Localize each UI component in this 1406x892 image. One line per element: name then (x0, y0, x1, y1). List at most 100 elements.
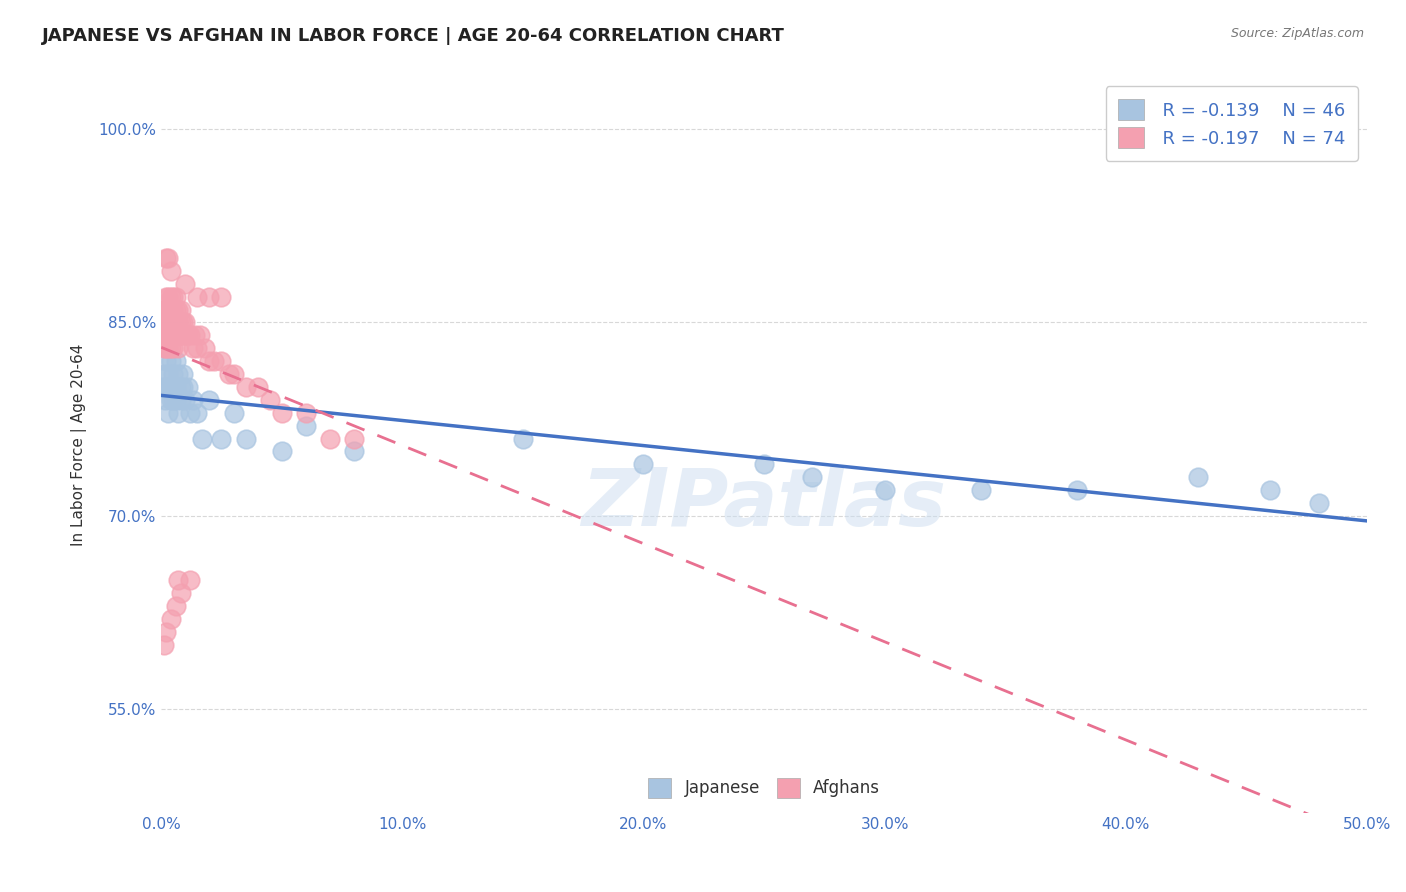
Point (155, 328, 177, 343)
Point (235, 380, 257, 394)
Point (181, 341, 204, 355)
Point (152, 367, 174, 381)
Point (259, 392, 281, 407)
Point (152, 638, 174, 652)
Point (179, 406, 201, 420)
Point (181, 392, 204, 407)
Point (172, 367, 194, 381)
Point (162, 328, 184, 343)
Point (152, 302, 174, 317)
Point (801, 470, 824, 484)
Point (169, 586, 191, 600)
Point (222, 367, 245, 381)
Point (211, 354, 233, 368)
Point (172, 328, 194, 343)
Point (162, 392, 184, 407)
Point (165, 599, 187, 614)
Point (165, 380, 187, 394)
Y-axis label: In Labor Force | Age 20-64: In Labor Force | Age 20-64 (72, 343, 87, 546)
Text: ZIPatlas: ZIPatlas (582, 465, 946, 543)
Point (160, 612, 183, 626)
Point (160, 392, 183, 407)
Point (191, 432, 214, 446)
Point (186, 406, 208, 420)
Point (194, 341, 217, 355)
Point (295, 418, 318, 433)
Point (169, 302, 191, 317)
Point (167, 574, 190, 588)
Point (160, 328, 183, 343)
Point (155, 251, 177, 265)
Text: JAPANESE VS AFGHAN IN LABOR FORCE | AGE 20-64 CORRELATION CHART: JAPANESE VS AFGHAN IN LABOR FORCE | AGE … (42, 27, 785, 45)
Point (157, 316, 180, 330)
Point (198, 392, 221, 407)
Point (153, 392, 176, 407)
Point (1260, 483, 1282, 497)
Point (165, 328, 187, 343)
Point (157, 251, 180, 265)
Point (165, 392, 187, 407)
Point (155, 302, 177, 317)
Point (162, 290, 184, 304)
Point (165, 302, 187, 317)
Point (202, 354, 225, 368)
Point (157, 341, 180, 355)
Point (211, 290, 233, 304)
Point (179, 574, 201, 588)
Point (873, 483, 896, 497)
Point (174, 316, 197, 330)
Point (172, 316, 194, 330)
Point (155, 380, 177, 394)
Point (165, 354, 187, 368)
Point (211, 432, 233, 446)
Point (157, 380, 180, 394)
Point (169, 328, 191, 343)
Point (152, 380, 174, 394)
Point (235, 432, 257, 446)
Point (198, 354, 221, 368)
Point (167, 367, 190, 381)
Point (167, 316, 190, 330)
Point (174, 392, 197, 407)
Point (162, 316, 184, 330)
Point (160, 354, 183, 368)
Point (157, 406, 180, 420)
Point (177, 328, 200, 343)
Point (184, 328, 207, 343)
Point (162, 302, 184, 317)
Point (155, 290, 177, 304)
Point (167, 328, 190, 343)
Point (177, 380, 200, 394)
Point (160, 302, 183, 317)
Point (165, 316, 187, 330)
Point (160, 290, 183, 304)
Point (174, 328, 197, 343)
Point (167, 406, 190, 420)
Point (157, 290, 180, 304)
Point (343, 444, 366, 458)
Point (174, 277, 197, 291)
Point (160, 380, 183, 394)
Point (157, 302, 180, 317)
Point (218, 367, 240, 381)
Point (512, 432, 534, 446)
Point (160, 316, 183, 330)
Point (162, 380, 184, 394)
Point (152, 328, 174, 343)
Point (152, 316, 174, 330)
Point (188, 328, 211, 343)
Point (150, 328, 173, 343)
Point (186, 341, 208, 355)
Point (270, 406, 292, 420)
Point (155, 316, 177, 330)
Point (155, 341, 177, 355)
Point (198, 290, 221, 304)
Point (1066, 483, 1088, 497)
Point (186, 290, 208, 304)
Point (172, 380, 194, 394)
Text: Source: ZipAtlas.com: Source: ZipAtlas.com (1230, 27, 1364, 40)
Point (343, 432, 366, 446)
Point (152, 316, 174, 330)
Point (162, 341, 184, 355)
Point (157, 367, 180, 381)
